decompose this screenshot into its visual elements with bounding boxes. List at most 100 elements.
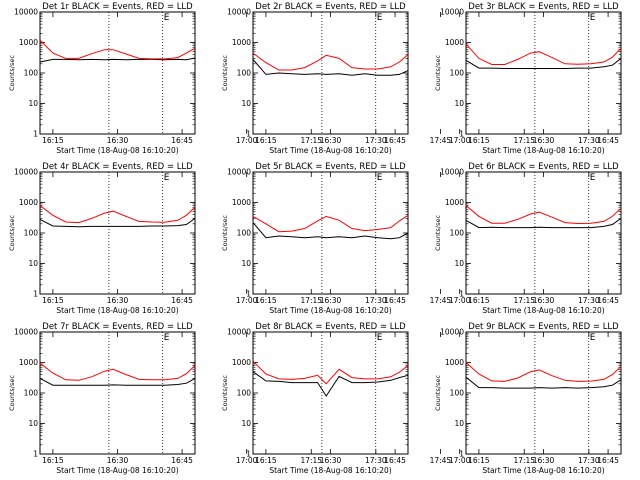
events-series-line	[39, 217, 196, 228]
x-tick-label: 16:30	[320, 456, 342, 465]
y-axis-label: Counts/sec	[434, 55, 442, 91]
x-tick-label: 16:30	[533, 136, 555, 145]
x-tick-label: 16:30	[320, 296, 342, 305]
x-tick-label: 16:15	[468, 456, 490, 465]
x-tick-label: 16:15	[42, 296, 64, 305]
y-tick-label: 10000	[14, 8, 38, 17]
y-tick-label: 1000	[232, 38, 251, 47]
x-tick-label: 16:30	[320, 136, 342, 145]
y-tick-label: 10000	[14, 168, 38, 177]
y-tick-label: 10	[454, 259, 464, 268]
x-tick-label: 16:15	[42, 136, 64, 145]
events-series-line	[252, 371, 409, 397]
y-tick-label: 100	[237, 229, 252, 238]
y-tick-label: 10	[454, 99, 464, 108]
y-tick-label: 10000	[14, 328, 38, 337]
x-tick-label: 17:15	[300, 136, 322, 145]
panel-title: Det 1r BLACK = Events, RED = LLD	[42, 2, 193, 12]
y-tick-label: 10	[241, 99, 251, 108]
x-tick-label: 17:15	[513, 136, 535, 145]
events-series-line	[465, 58, 622, 69]
y-tick-label: 1000	[19, 358, 38, 367]
e-marker: E	[377, 13, 383, 23]
lld-series-line	[465, 43, 622, 65]
x-tick-label: 16:45	[597, 296, 619, 305]
y-axis-label: Counts/sec	[221, 375, 229, 411]
x-tick-label: 17:30	[578, 296, 600, 305]
y-tick-label: 100	[24, 389, 39, 398]
events-series-line	[39, 377, 196, 386]
e-marker: E	[377, 173, 383, 183]
y-tick-label: 10	[241, 259, 251, 268]
y-axis-label: Counts/sec	[8, 55, 16, 91]
panel-5: Det 5r BLACK = Events, RED = LLD 1 10 100 10…	[221, 162, 600, 315]
y-tick-label: 10000	[227, 8, 251, 17]
events-series-line	[252, 222, 409, 240]
x-tick-label: 17:00	[449, 136, 471, 145]
events-series-line	[465, 376, 622, 389]
x-axis-label: Start Time (18-Aug-08 16:10:20)	[482, 306, 604, 315]
x-tick-label: 17:30	[365, 296, 387, 305]
e-marker: E	[377, 333, 383, 343]
y-tick-label: 1000	[232, 198, 251, 207]
x-axis-label: Start Time (18-Aug-08 16:10:20)	[56, 306, 178, 315]
y-tick-label: 100	[237, 69, 252, 78]
y-tick-label: 10	[28, 99, 38, 108]
x-axis-label: Start Time (18-Aug-08 16:10:20)	[56, 146, 178, 155]
x-tick-label: 17:00	[449, 456, 471, 465]
x-tick-label: 17:00	[449, 296, 471, 305]
y-axis-label: Counts/sec	[8, 375, 16, 411]
x-tick-label: 16:45	[384, 136, 406, 145]
y-tick-label: 1000	[19, 198, 38, 207]
y-tick-label: 1000	[445, 198, 464, 207]
plot-frame	[252, 331, 409, 455]
x-tick-label: 16:45	[171, 296, 193, 305]
panel-4: Det 4r BLACK = Events, RED = LLD 1 10 100 10…	[8, 162, 451, 315]
panel-1: Det 1r BLACK = Events, RED = LLD 1 10 100 10…	[8, 2, 451, 155]
events-series-line	[39, 57, 196, 63]
y-tick-label: 1	[459, 290, 464, 299]
y-axis-label: Counts/sec	[434, 375, 442, 411]
lld-series-line	[252, 52, 409, 71]
x-tick-label: 16:45	[171, 456, 193, 465]
y-tick-label: 1	[459, 130, 464, 139]
plot-frame	[465, 11, 622, 135]
y-tick-label: 10	[454, 419, 464, 428]
y-tick-label: 10	[241, 419, 251, 428]
y-tick-label: 1	[246, 290, 251, 299]
x-axis-label: Start Time (18-Aug-08 16:10:20)	[269, 306, 391, 315]
y-tick-label: 1000	[445, 38, 464, 47]
lld-series-line	[252, 214, 409, 233]
panel-title: Det 2r BLACK = Events, RED = LLD	[255, 2, 406, 12]
y-tick-label: 1	[33, 290, 38, 299]
panel-2: Det 2r BLACK = Events, RED = LLD 1 10 100 10…	[221, 2, 600, 155]
y-tick-label: 1	[459, 450, 464, 459]
x-tick-label: 16:30	[533, 296, 555, 305]
e-marker: E	[164, 173, 170, 183]
lld-series-line	[39, 362, 196, 381]
x-tick-label: 17:45	[430, 136, 452, 145]
y-axis-label: Counts/sec	[8, 215, 16, 251]
x-tick-label: 16:45	[597, 136, 619, 145]
x-tick-label: 17:00	[236, 456, 258, 465]
x-axis-label: Start Time (18-Aug-08 16:10:20)	[482, 146, 604, 155]
x-tick-label: 16:15	[255, 456, 277, 465]
lld-series-line	[252, 360, 409, 385]
x-tick-label: 17:15	[300, 456, 322, 465]
y-tick-label: 10000	[227, 328, 251, 337]
panel-title: Det 4r BLACK = Events, RED = LLD	[42, 162, 193, 172]
y-tick-label: 1000	[19, 38, 38, 47]
plot-frame	[39, 11, 196, 135]
x-tick-label: 17:15	[300, 296, 322, 305]
x-tick-label: 16:15	[468, 296, 490, 305]
events-series-line	[465, 217, 622, 229]
y-tick-label: 10000	[440, 328, 464, 337]
x-tick-label: 17:30	[365, 456, 387, 465]
x-axis-label: Start Time (18-Aug-08 16:10:20)	[269, 146, 391, 155]
x-tick-label: 16:45	[384, 296, 406, 305]
y-tick-label: 100	[24, 69, 39, 78]
x-axis-label: Start Time (18-Aug-08 16:10:20)	[56, 466, 178, 475]
x-tick-label: 17:45	[430, 456, 452, 465]
x-tick-label: 16:15	[468, 136, 490, 145]
